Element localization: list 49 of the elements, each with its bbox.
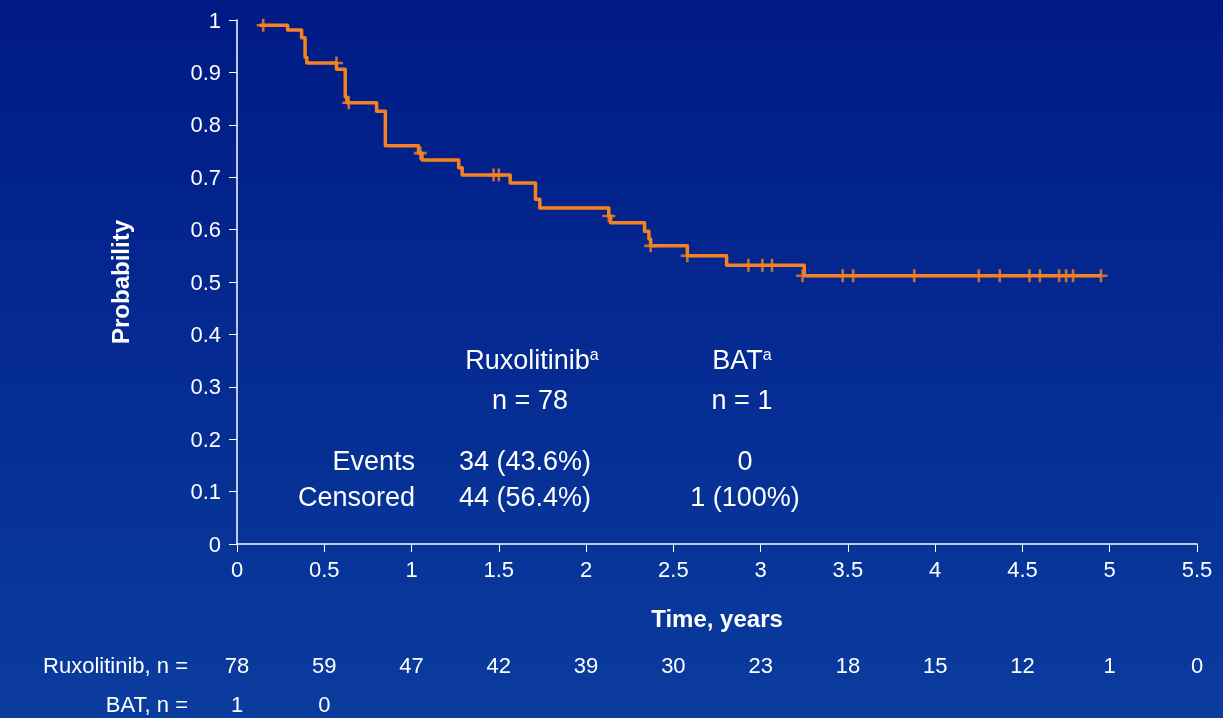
annotation: 34 (43.6%): [458, 446, 592, 476]
y-tick-label: 0.8: [190, 112, 221, 138]
y-tick-label: 0.5: [190, 269, 221, 295]
x-tick-label: 5.5: [1181, 556, 1213, 582]
text: 0: [1190, 652, 1204, 678]
x-tick-label: 0: [230, 556, 244, 582]
text: 0: [318, 691, 331, 717]
x-tick-label: 2.5: [658, 556, 689, 582]
y-tick-label: 0.1: [190, 479, 221, 505]
text: Ruxolitinib, n =: [43, 652, 188, 678]
text: BAT, n =: [105, 691, 188, 717]
text: 18: [835, 652, 861, 678]
x-tick-label: 3: [754, 556, 767, 582]
x-tick-label: 5: [1103, 556, 1116, 582]
text: 30: [661, 652, 686, 678]
y-tick-label: 0.4: [190, 321, 221, 347]
text: 12: [1010, 652, 1035, 678]
x-tick-label: 0.5: [308, 556, 340, 582]
text: 23: [748, 652, 773, 678]
y-tick-label: 0.9: [190, 59, 221, 85]
text: 1: [1103, 652, 1116, 678]
y-tick-label: 0.2: [190, 426, 221, 452]
x-tick-label: 3.5: [832, 556, 864, 582]
annotation: Events: [332, 446, 415, 476]
annotation: 44 (56.4%): [458, 482, 592, 512]
y-axis-title: Probability: [106, 219, 134, 345]
annotation: 0: [737, 446, 753, 476]
x-tick-label: 4: [929, 556, 942, 582]
text: 47: [399, 652, 424, 678]
y-tick-label: 0.6: [190, 217, 221, 243]
text: 15: [922, 652, 948, 678]
annotation: 1 (100%): [690, 482, 800, 512]
x-tick-label: 1.5: [483, 556, 515, 582]
text: 59: [312, 652, 337, 678]
y-tick-label: 1: [208, 7, 221, 33]
annotation: n = 1: [711, 385, 773, 415]
x-tick-label: 4.5: [1007, 556, 1038, 582]
x-axis-title: Time, years: [651, 604, 783, 632]
annotation: Censored: [297, 482, 415, 512]
x-tick-label: 1: [405, 556, 418, 582]
x-tick-label: 2: [579, 556, 593, 582]
y-tick-label: 0: [208, 531, 221, 557]
y-tick-label: 0.7: [190, 164, 221, 190]
text: 42: [486, 652, 512, 678]
text: 78: [224, 652, 250, 678]
text: 1: [230, 691, 244, 717]
y-tick-label: 0.3: [190, 374, 221, 400]
annotation: n = 78: [492, 385, 568, 415]
text: 39: [573, 652, 599, 678]
